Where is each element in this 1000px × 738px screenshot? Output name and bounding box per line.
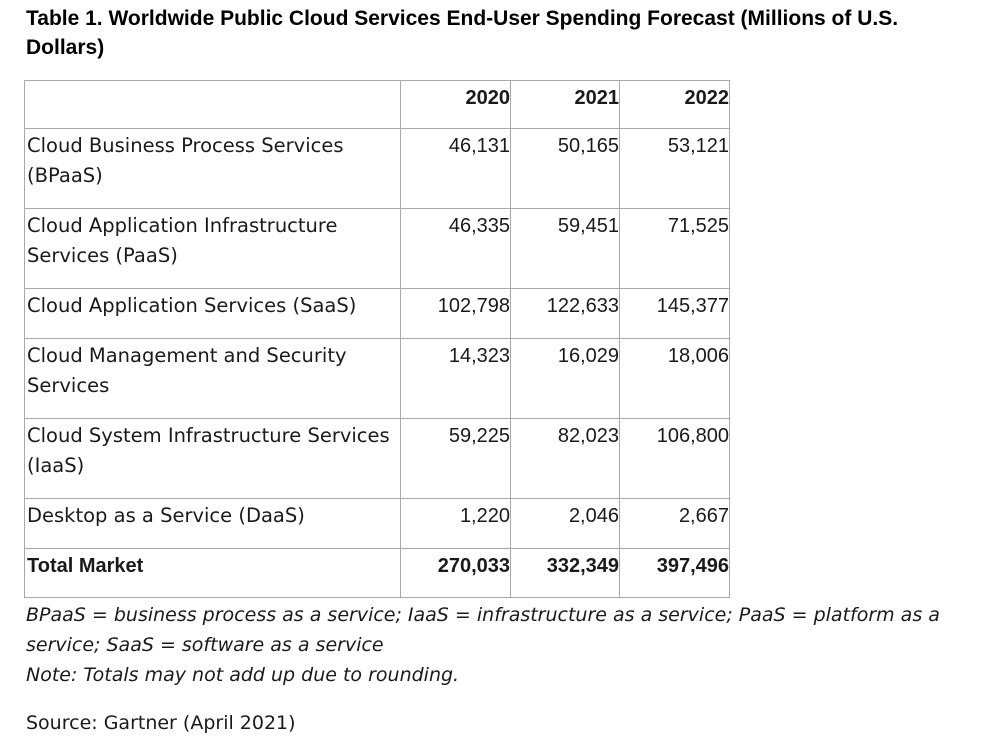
cell-value-2021: 50,165 bbox=[510, 128, 620, 209]
table-row-total: Total Market 270,033 332,349 397,496 bbox=[24, 548, 730, 598]
cell-value-2022: 145,377 bbox=[619, 288, 730, 339]
cell-value-2021: 16,029 bbox=[510, 338, 620, 419]
header-cell-2022: 2022 bbox=[619, 80, 730, 129]
row-label: Cloud Application Infrastructure Service… bbox=[24, 208, 401, 289]
row-label: Cloud Business Process Services (BPaaS) bbox=[24, 128, 401, 209]
total-label: Total Market bbox=[24, 548, 401, 598]
table-row-paas: Cloud Application Infrastructure Service… bbox=[24, 208, 730, 289]
cell-value-2020: 59,225 bbox=[400, 418, 511, 499]
table-row-bpaas: Cloud Business Process Services (BPaaS) … bbox=[24, 128, 730, 209]
table-row-saas: Cloud Application Services (SaaS) 102,79… bbox=[24, 288, 730, 339]
header-cell-2021: 2021 bbox=[510, 80, 620, 129]
cell-value-2020: 1,220 bbox=[400, 498, 511, 549]
row-label: Cloud Management and Security Services bbox=[24, 338, 401, 419]
total-value-2021: 332,349 bbox=[510, 548, 620, 598]
table-header-row: 2020 2021 2022 bbox=[24, 80, 730, 129]
table-footnote: BPaaS = business process as a service; I… bbox=[26, 600, 986, 690]
header-cell-blank bbox=[24, 80, 401, 129]
cell-value-2022: 2,667 bbox=[619, 498, 730, 549]
cell-value-2020: 14,323 bbox=[400, 338, 511, 419]
row-label: Cloud Application Services (SaaS) bbox=[24, 288, 401, 339]
total-value-2020: 270,033 bbox=[400, 548, 511, 598]
abbreviations-note: BPaaS = business process as a service; I… bbox=[26, 604, 940, 656]
cell-value-2020: 46,131 bbox=[400, 128, 511, 209]
cell-value-2022: 106,800 bbox=[619, 418, 730, 499]
cell-value-2021: 82,023 bbox=[510, 418, 620, 499]
table-row-management-security: Cloud Management and Security Services 1… bbox=[24, 338, 730, 419]
table-row-daas: Desktop as a Service (DaaS) 1,220 2,046 … bbox=[24, 498, 730, 549]
total-value-2022: 397,496 bbox=[619, 548, 730, 598]
source-line: Source: Gartner (April 2021) bbox=[26, 712, 296, 734]
cell-value-2022: 71,525 bbox=[619, 208, 730, 289]
spending-table-container: 2020 2021 2022 Cloud Business Process Se… bbox=[24, 80, 730, 598]
cell-value-2021: 122,633 bbox=[510, 288, 620, 339]
table-title: Table 1. Worldwide Public Cloud Services… bbox=[26, 7, 899, 59]
row-label: Cloud System Infrastructure Services (Ia… bbox=[24, 418, 401, 499]
table-row-iaas: Cloud System Infrastructure Services (Ia… bbox=[24, 418, 730, 499]
header-cell-2020: 2020 bbox=[400, 80, 511, 129]
cell-value-2020: 46,335 bbox=[400, 208, 511, 289]
row-label: Desktop as a Service (DaaS) bbox=[24, 498, 401, 549]
cell-value-2022: 53,121 bbox=[619, 128, 730, 209]
cell-value-2021: 2,046 bbox=[510, 498, 620, 549]
cell-value-2020: 102,798 bbox=[400, 288, 511, 339]
cell-value-2022: 18,006 bbox=[619, 338, 730, 419]
spending-forecast-table: 2020 2021 2022 Cloud Business Process Se… bbox=[24, 80, 730, 598]
cell-value-2021: 59,451 bbox=[510, 208, 620, 289]
rounding-note: Note: Totals may not add up due to round… bbox=[26, 664, 460, 686]
